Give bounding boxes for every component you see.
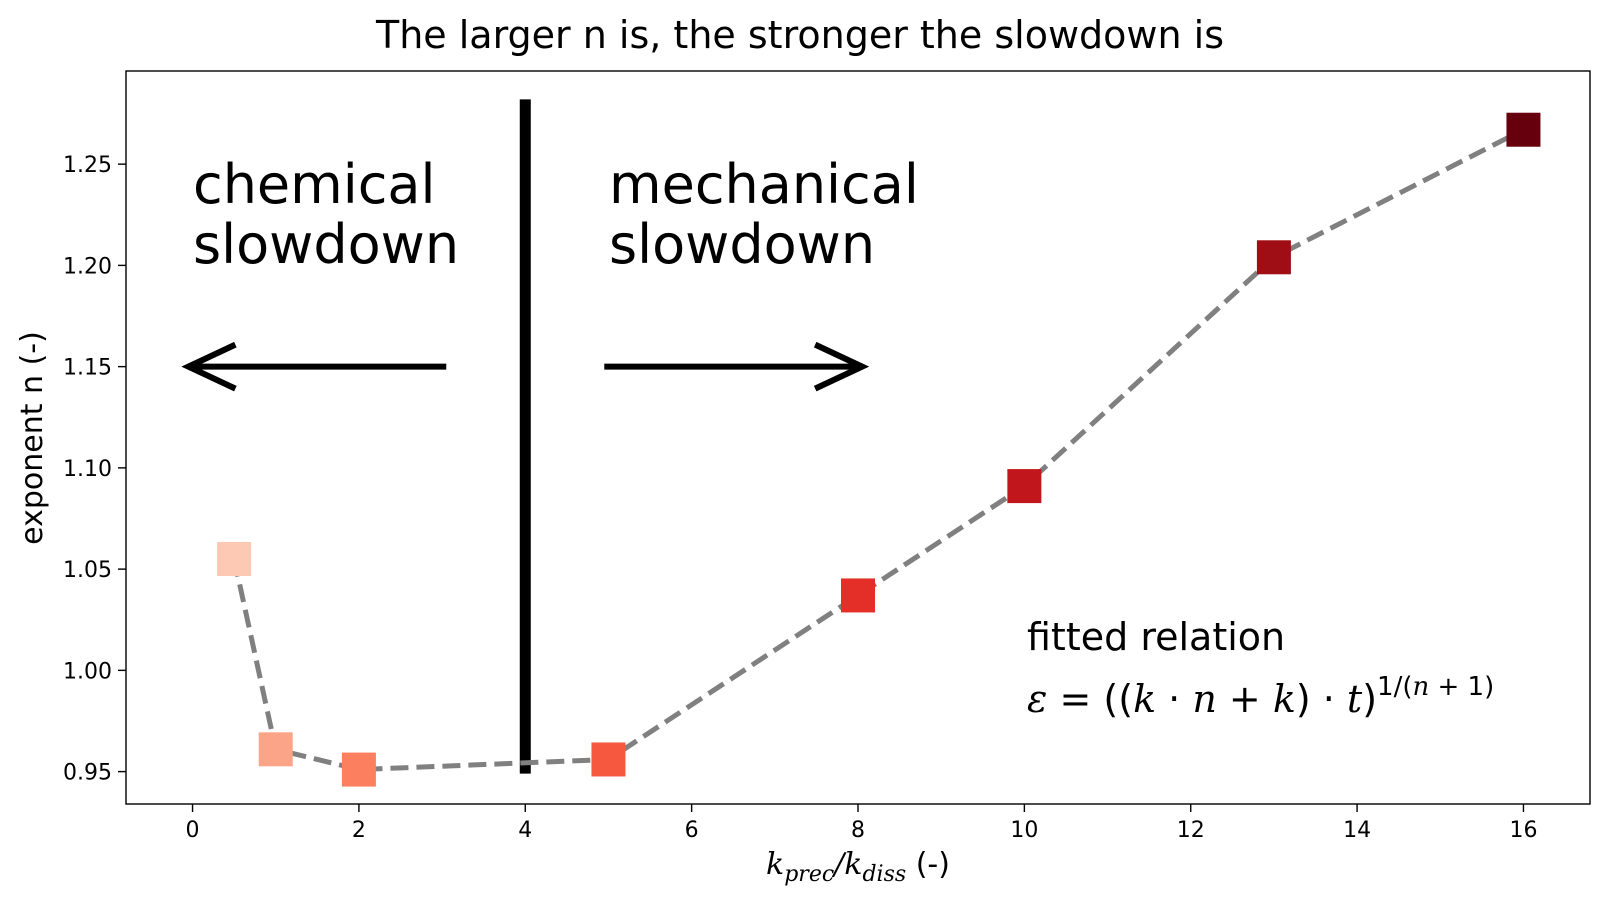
left-region-label: chemical slowdown	[193, 153, 459, 276]
fit-relation-title: fitted relation	[1027, 615, 1285, 659]
left-arrow-head	[181, 341, 237, 392]
x-axis-label-sub1: prec	[784, 862, 834, 887]
fit-eq-t: t	[1347, 677, 1363, 721]
fit-eq-close1: ) ·	[1296, 677, 1347, 721]
y-axis: 0.95 1.00 1.05 1.10 1.15 1.20 1.25	[63, 153, 126, 786]
data-point	[591, 742, 626, 777]
x-tick-label: 8	[851, 818, 865, 843]
fit-eq-plus: +	[1217, 677, 1273, 721]
data-point	[341, 752, 376, 787]
x-axis: 0 2 4 6 8 10 12 14 16	[186, 804, 1537, 843]
x-axis-label-k1: k	[766, 847, 784, 882]
fit-eq-epsilon: ε	[1027, 677, 1047, 721]
x-tick-label: 0	[186, 818, 200, 843]
y-tick-label: 1.25	[63, 153, 112, 178]
right-arrow-head	[813, 341, 870, 392]
x-tick-label: 4	[518, 818, 532, 843]
x-axis-label-slash: /	[831, 847, 847, 882]
fit-relation-equation: ε = ((k · n + k) · t)1/(n + 1)	[1027, 672, 1494, 721]
x-axis-label-sub2: diss	[862, 862, 906, 887]
fit-eq-n: n	[1192, 677, 1216, 721]
fit-eq-exp-n: n	[1412, 672, 1429, 702]
y-axis-label: exponent n (-)	[15, 331, 50, 545]
y-tick-label: 1.15	[63, 356, 112, 381]
data-point	[1007, 469, 1042, 504]
fit-eq-exp-plus: + 1)	[1429, 672, 1494, 702]
fit-eq-close2: )	[1362, 677, 1377, 721]
fit-eq-k2: k	[1273, 677, 1296, 721]
fit-eq-k1: k	[1133, 677, 1156, 721]
y-tick-label: 0.95	[63, 761, 112, 786]
left-arrow	[181, 341, 447, 392]
data-point	[841, 578, 875, 613]
right-region-label-line2: slowdown	[609, 213, 875, 276]
right-region-label-line1: mechanical	[609, 153, 919, 216]
data-point	[258, 732, 293, 767]
fit-eq-dot1: ·	[1156, 677, 1192, 721]
y-tick-label: 1.00	[63, 659, 112, 684]
x-tick-label: 14	[1343, 818, 1371, 843]
right-region-label: mechanical slowdown	[609, 153, 919, 276]
x-axis-label-unit: (-)	[906, 847, 950, 882]
left-region-label-line2: slowdown	[193, 213, 459, 276]
left-region-label-line1: chemical	[193, 153, 436, 216]
x-axis-label-k2: k	[844, 847, 862, 882]
fit-eq-open: = ((	[1047, 677, 1133, 721]
x-tick-label: 16	[1509, 818, 1537, 843]
data-point	[217, 541, 252, 576]
x-tick-label: 6	[685, 818, 699, 843]
plot-area	[181, 99, 1541, 787]
y-tick-label: 1.20	[63, 254, 112, 279]
data-point	[1506, 112, 1541, 147]
x-tick-label: 2	[352, 818, 366, 843]
data-point	[1256, 240, 1291, 275]
chart-title: The larger n is, the stronger the slowdo…	[375, 13, 1224, 57]
right-arrow	[604, 341, 870, 392]
fit-eq-exp-prefix: 1/(	[1377, 672, 1412, 702]
x-axis-label: kprec/kdiss (-)	[766, 847, 950, 887]
x-tick-label: 12	[1177, 818, 1205, 843]
x-tick-label: 10	[1010, 818, 1038, 843]
y-tick-label: 1.05	[63, 558, 112, 583]
y-tick-label: 1.10	[63, 457, 112, 482]
